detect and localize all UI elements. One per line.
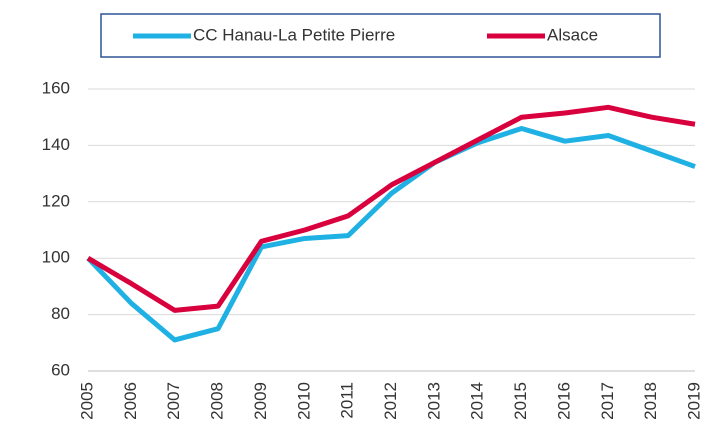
x-tick-label: 2011 [338,382,357,419]
y-tick-label: 140 [42,135,70,154]
series-line [86,104,696,313]
x-tick-label: 2018 [641,382,660,420]
x-tick-label: 2017 [598,382,617,420]
legend-box [100,13,661,58]
x-tick-label: 2015 [511,382,530,420]
x-tick-label: 2007 [164,382,183,420]
x-tick-label: 2008 [208,382,227,420]
x-tick-label: 2005 [77,382,96,420]
x-tick-label: 2006 [121,382,140,420]
x-tick-label: 2013 [424,382,443,420]
x-tick-label: 2009 [251,382,270,420]
x-tick-label: 2014 [468,382,487,420]
x-tick-label: 2012 [381,382,400,420]
legend-label: CC Hanau-La Petite Pierre [193,25,395,44]
x-tick-label: 2016 [554,382,573,420]
x-tick-label: 2010 [294,382,313,420]
y-tick-label: 120 [42,191,70,210]
x-tick-label: 2019 [684,382,702,420]
y-tick-label: 100 [42,248,70,267]
series-line [86,125,696,343]
y-tick-label: 60 [51,360,70,379]
y-tick-label: 160 [42,78,70,97]
y-tick-label: 80 [51,304,70,323]
legend-label: Alsace [547,25,598,44]
